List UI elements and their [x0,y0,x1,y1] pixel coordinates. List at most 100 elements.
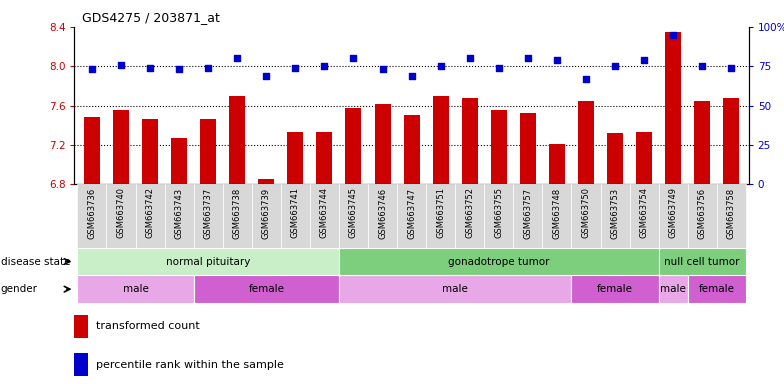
FancyBboxPatch shape [688,184,717,248]
Point [172,66,185,73]
FancyBboxPatch shape [717,184,746,248]
Text: GSM663751: GSM663751 [436,187,445,238]
Text: GSM663740: GSM663740 [117,187,125,238]
Text: male: male [442,284,468,294]
Bar [113,109,129,184]
FancyBboxPatch shape [572,184,601,248]
Point [550,57,563,63]
Point [260,73,273,79]
Bar [339,248,659,275]
Bar [694,101,710,184]
Text: gonadotrope tumor: gonadotrope tumor [448,257,550,266]
FancyBboxPatch shape [223,184,252,248]
Bar [171,138,187,184]
Bar [724,98,739,184]
FancyBboxPatch shape [543,184,572,248]
Text: GSM663749: GSM663749 [669,187,677,238]
Bar [194,275,339,303]
Text: GSM663752: GSM663752 [465,187,474,238]
Bar [74,314,88,338]
Bar [200,119,216,184]
Text: GSM663738: GSM663738 [233,187,241,239]
Point [143,65,156,71]
FancyBboxPatch shape [165,184,194,248]
Text: GSM663750: GSM663750 [582,187,590,238]
Point [289,65,302,71]
Point [608,63,621,70]
FancyBboxPatch shape [601,184,630,248]
Bar [659,248,746,275]
Bar [659,275,688,303]
Text: female: female [699,284,735,294]
Bar [346,108,361,184]
Bar [142,119,158,184]
FancyBboxPatch shape [107,184,136,248]
Bar [74,353,88,376]
Point [521,55,534,61]
FancyBboxPatch shape [368,184,397,248]
Text: GSM663737: GSM663737 [204,187,212,239]
Point [667,31,680,38]
Bar [404,116,419,184]
FancyBboxPatch shape [659,184,688,248]
Text: GSM663757: GSM663757 [524,187,532,238]
Bar [491,109,506,184]
Point [492,65,505,71]
Bar [78,248,339,275]
Point [638,57,651,63]
Bar [665,32,681,184]
Bar [572,275,659,303]
FancyBboxPatch shape [194,184,223,248]
Bar [229,96,245,184]
Bar [462,98,477,184]
Bar [258,179,274,184]
Text: null cell tumor: null cell tumor [665,257,740,266]
Text: GSM663741: GSM663741 [291,187,299,238]
Point [579,76,592,82]
Text: male: male [660,284,686,294]
Text: gender: gender [1,284,38,294]
Point [231,55,244,61]
Text: GSM663747: GSM663747 [407,187,416,238]
Point [463,55,476,61]
FancyBboxPatch shape [456,184,485,248]
Point [434,63,447,70]
Text: GSM663745: GSM663745 [349,187,358,238]
Bar [339,275,572,303]
FancyBboxPatch shape [514,184,543,248]
Text: disease state: disease state [1,257,71,266]
Point [376,66,389,73]
Text: GSM663744: GSM663744 [320,187,329,238]
Text: GSM663736: GSM663736 [88,187,96,239]
FancyBboxPatch shape [630,184,659,248]
Point [114,61,127,68]
FancyBboxPatch shape [397,184,426,248]
FancyBboxPatch shape [339,184,368,248]
FancyBboxPatch shape [485,184,514,248]
Text: GSM663756: GSM663756 [698,187,706,238]
Text: GSM663746: GSM663746 [378,187,387,238]
Text: male: male [122,284,148,294]
Bar [607,133,623,184]
Bar [636,132,652,184]
Text: GSM663739: GSM663739 [262,187,270,238]
FancyBboxPatch shape [136,184,165,248]
Bar [433,96,448,184]
Text: GSM663742: GSM663742 [146,187,154,238]
Text: percentile rank within the sample: percentile rank within the sample [96,360,285,370]
Text: GSM663743: GSM663743 [175,187,183,238]
FancyBboxPatch shape [426,184,456,248]
Bar [520,113,535,184]
Text: female: female [597,284,633,294]
Bar [688,275,746,303]
Text: female: female [249,284,285,294]
Point [347,55,360,61]
Text: GSM663758: GSM663758 [727,187,735,238]
Text: GSM663753: GSM663753 [611,187,619,238]
Text: transformed count: transformed count [96,321,200,331]
Text: GSM663755: GSM663755 [494,187,503,238]
FancyBboxPatch shape [78,184,107,248]
Bar [288,132,303,184]
FancyBboxPatch shape [252,184,281,248]
Text: GDS4275 / 203871_at: GDS4275 / 203871_at [82,12,220,25]
